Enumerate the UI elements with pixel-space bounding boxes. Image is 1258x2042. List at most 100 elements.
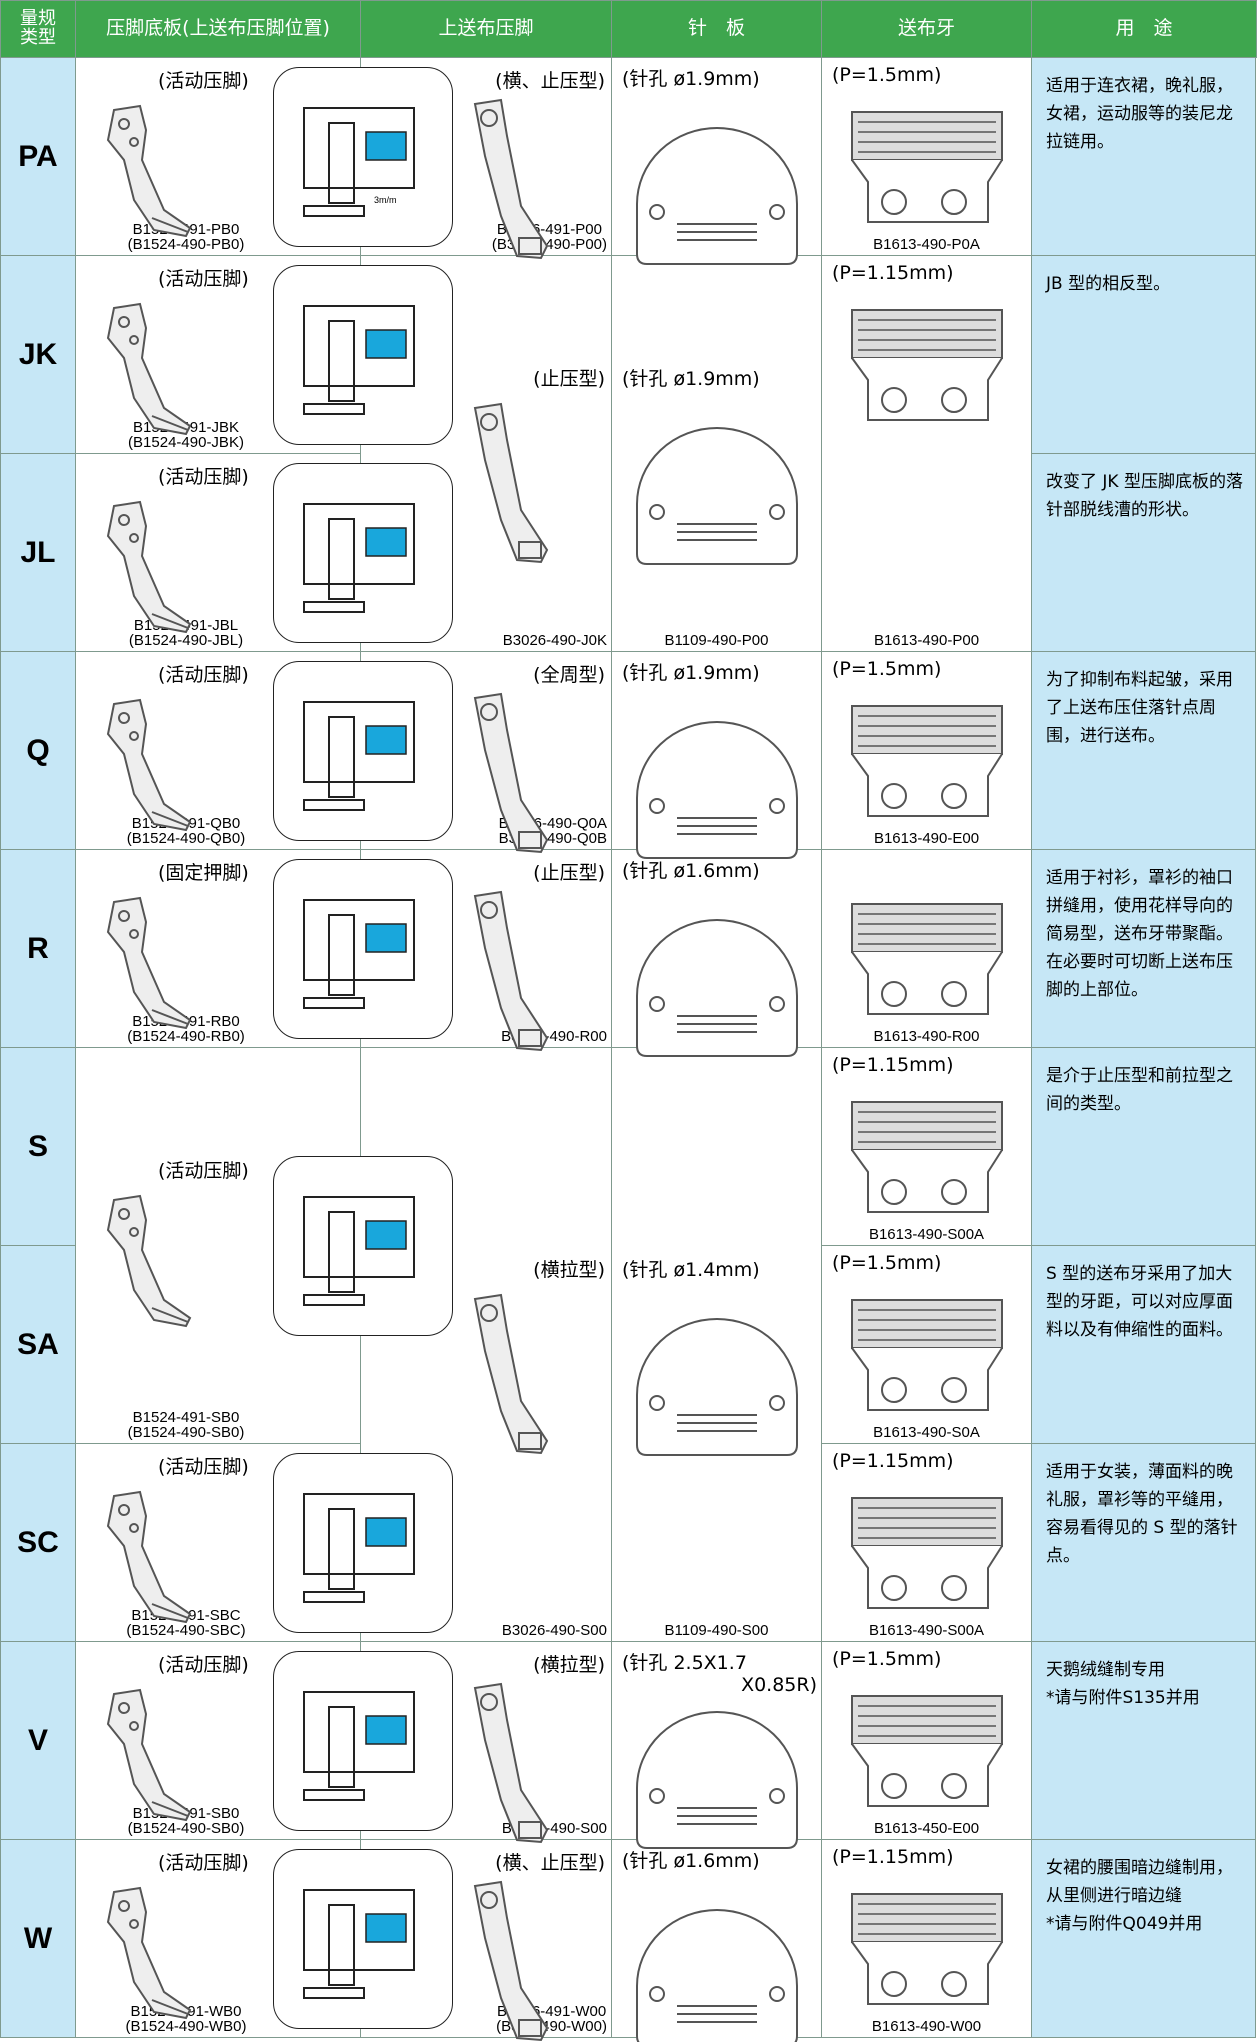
- sketch-stroke: [365, 1715, 407, 1745]
- sketch-stroke: [858, 1507, 996, 1539]
- sketch-stroke: [636, 427, 798, 565]
- feed-cell: (P=1.5mm) B1613-490-S0A: [821, 1245, 1032, 1444]
- plate-cell: (针孔 ø1.9mm) B1109-490-P00: [611, 255, 822, 652]
- diagram-box: [273, 1156, 453, 1336]
- sketch-stroke: [480, 1304, 498, 1322]
- feed-dog-sketch: [851, 705, 1003, 817]
- type-note: (横拉型): [533, 1259, 605, 1281]
- plate-sketch: [636, 127, 798, 265]
- part-codes: B1613-490-P00: [822, 633, 1031, 649]
- type-cell: SC: [0, 1443, 76, 1642]
- sketch-stroke: [328, 1508, 355, 1590]
- sketch-stroke: [858, 913, 996, 945]
- sketch-stroke: [106, 104, 192, 238]
- type-cell: PA: [0, 57, 76, 256]
- hole-note: (针孔 ø1.9mm): [622, 662, 760, 684]
- part-codes: B1109-490-P00: [612, 633, 821, 649]
- sketch-stroke: [941, 1575, 967, 1601]
- diagram-sketch: [303, 503, 415, 613]
- sketch-stroke: [106, 1688, 192, 1822]
- usage-text: 改变了 JK 型压脚底板的落针部脱线漕的形状。: [1046, 472, 1243, 521]
- foot-sketch: [106, 1490, 192, 1624]
- sketch-stroke: [473, 98, 549, 260]
- feed-cell: B1613-490-R00: [821, 849, 1032, 1048]
- sketch-stroke: [518, 1029, 542, 1047]
- sketch-stroke: [118, 712, 130, 724]
- mount-note: (活动压脚): [158, 664, 249, 686]
- sketch-stroke: [518, 1432, 542, 1450]
- type-label: V: [27, 1723, 48, 1757]
- diagram-box: [273, 265, 453, 445]
- sketch-stroke: [851, 1545, 1003, 1609]
- sketch-stroke: [851, 1299, 1003, 1349]
- pitch-note: (P=1.15mm): [832, 262, 954, 284]
- foot-sketch: [106, 104, 192, 238]
- sketch-stroke: [328, 1706, 355, 1788]
- feed-cell: (P=1.15mm) B1613-490-S00A: [821, 1047, 1032, 1246]
- sketch-stroke: [881, 387, 907, 413]
- sketch-stroke: [480, 109, 498, 127]
- sketch-stroke: [881, 981, 907, 1007]
- sketch-stroke: [473, 1293, 549, 1455]
- sketch-stroke: [303, 1889, 415, 1971]
- part-code: B1613-490-W00: [871, 2018, 982, 2036]
- sketch-stroke: [118, 1702, 130, 1714]
- foot-sketch: [106, 1688, 192, 1822]
- sketch-stroke: [636, 1318, 798, 1456]
- mount-note: (活动压脚): [158, 1654, 249, 1676]
- hole-note: (针孔 ø1.4mm): [622, 1259, 760, 1281]
- sketch-stroke: [328, 914, 355, 996]
- sketch-stroke: [118, 910, 130, 922]
- usage-cell: 天鹅绒缝制专用 *请与附件S135并用: [1031, 1641, 1256, 1840]
- diagram-box: [273, 859, 453, 1039]
- header-text: 针 板: [687, 17, 745, 40]
- sketch-stroke: [649, 1788, 665, 1804]
- sketch-stroke: [129, 1227, 139, 1237]
- sketch-stroke: [881, 1773, 907, 1799]
- sketch-stroke: [303, 1591, 365, 1603]
- part-code: B1613-490-S00A: [868, 1622, 985, 1640]
- usage-text: S 型的送布牙采用了加大型的牙距，可以对应厚面料以及有伸缩性的面料。: [1046, 1264, 1233, 1341]
- usage-text: *请与附件Q049并用: [1046, 1914, 1203, 1935]
- sketch-stroke: [303, 799, 365, 811]
- sketch-stroke: [303, 503, 415, 585]
- sketch-stroke: [881, 1377, 907, 1403]
- type-label: SA: [17, 1327, 59, 1361]
- sketch-stroke: [328, 320, 355, 402]
- upper-cell: (横、止压型) B3026-491-W00 (B302-490-W00): [360, 1839, 612, 2042]
- sketch-stroke: [303, 1294, 365, 1306]
- usage-text: 为了抑制布料起皱，采用了上送布压住落针点周围，进行送布。: [1046, 670, 1233, 747]
- diagram-box: [273, 1651, 453, 1831]
- sketch-stroke: [328, 1211, 355, 1293]
- sketch-stroke: [941, 189, 967, 215]
- diagram-sketch: [303, 899, 415, 1009]
- sketch-stroke: [858, 319, 996, 351]
- feed-cell: (P=1.15mm) B1613-490-S00A: [821, 1443, 1032, 1642]
- sketch-stroke: [365, 725, 407, 755]
- part-codes: B1613-490-R00: [822, 1029, 1031, 1045]
- part-code: (B1524-490-WB0): [125, 2018, 247, 2036]
- sketch-stroke: [118, 1900, 130, 1912]
- sketch-stroke: [480, 1891, 498, 1909]
- sketch-stroke: [365, 329, 407, 359]
- base-cell: (固定押脚)B1524-491-RB0(B1524-490-RB0): [75, 849, 453, 1048]
- usage-cell: 适用于连衣裙，晚礼服，女裙，运动服等的装尼龙拉链用。: [1031, 57, 1256, 256]
- sketch-stroke: [129, 137, 139, 147]
- hole-note: (针孔 ø1.9mm): [622, 368, 760, 390]
- upper-cell: (横拉型) B3026-490-S00: [360, 1047, 612, 1642]
- part-code: B1613-490-S00A: [868, 1226, 985, 1244]
- type-cell: JK: [0, 255, 76, 454]
- sketch-stroke: [303, 107, 415, 189]
- sketch-stroke: [480, 1693, 498, 1711]
- sketch-stroke: [129, 533, 139, 543]
- plate-cell: (针孔 2.5X1.7X0.85R)B1109-450-D0B: [611, 1641, 822, 1849]
- pitch-note: (P=1.15mm): [832, 1054, 954, 1076]
- feed-cell: (P=1.15mm) B1613-490-P00: [821, 255, 1032, 652]
- sketch-stroke: [118, 1208, 130, 1220]
- sketch-stroke: [151, 613, 189, 629]
- mount-note: (固定押脚): [158, 862, 249, 884]
- sketch-stroke: [303, 1987, 365, 1999]
- feed-dog-sketch: [851, 111, 1003, 223]
- sketch-stroke: [303, 899, 415, 981]
